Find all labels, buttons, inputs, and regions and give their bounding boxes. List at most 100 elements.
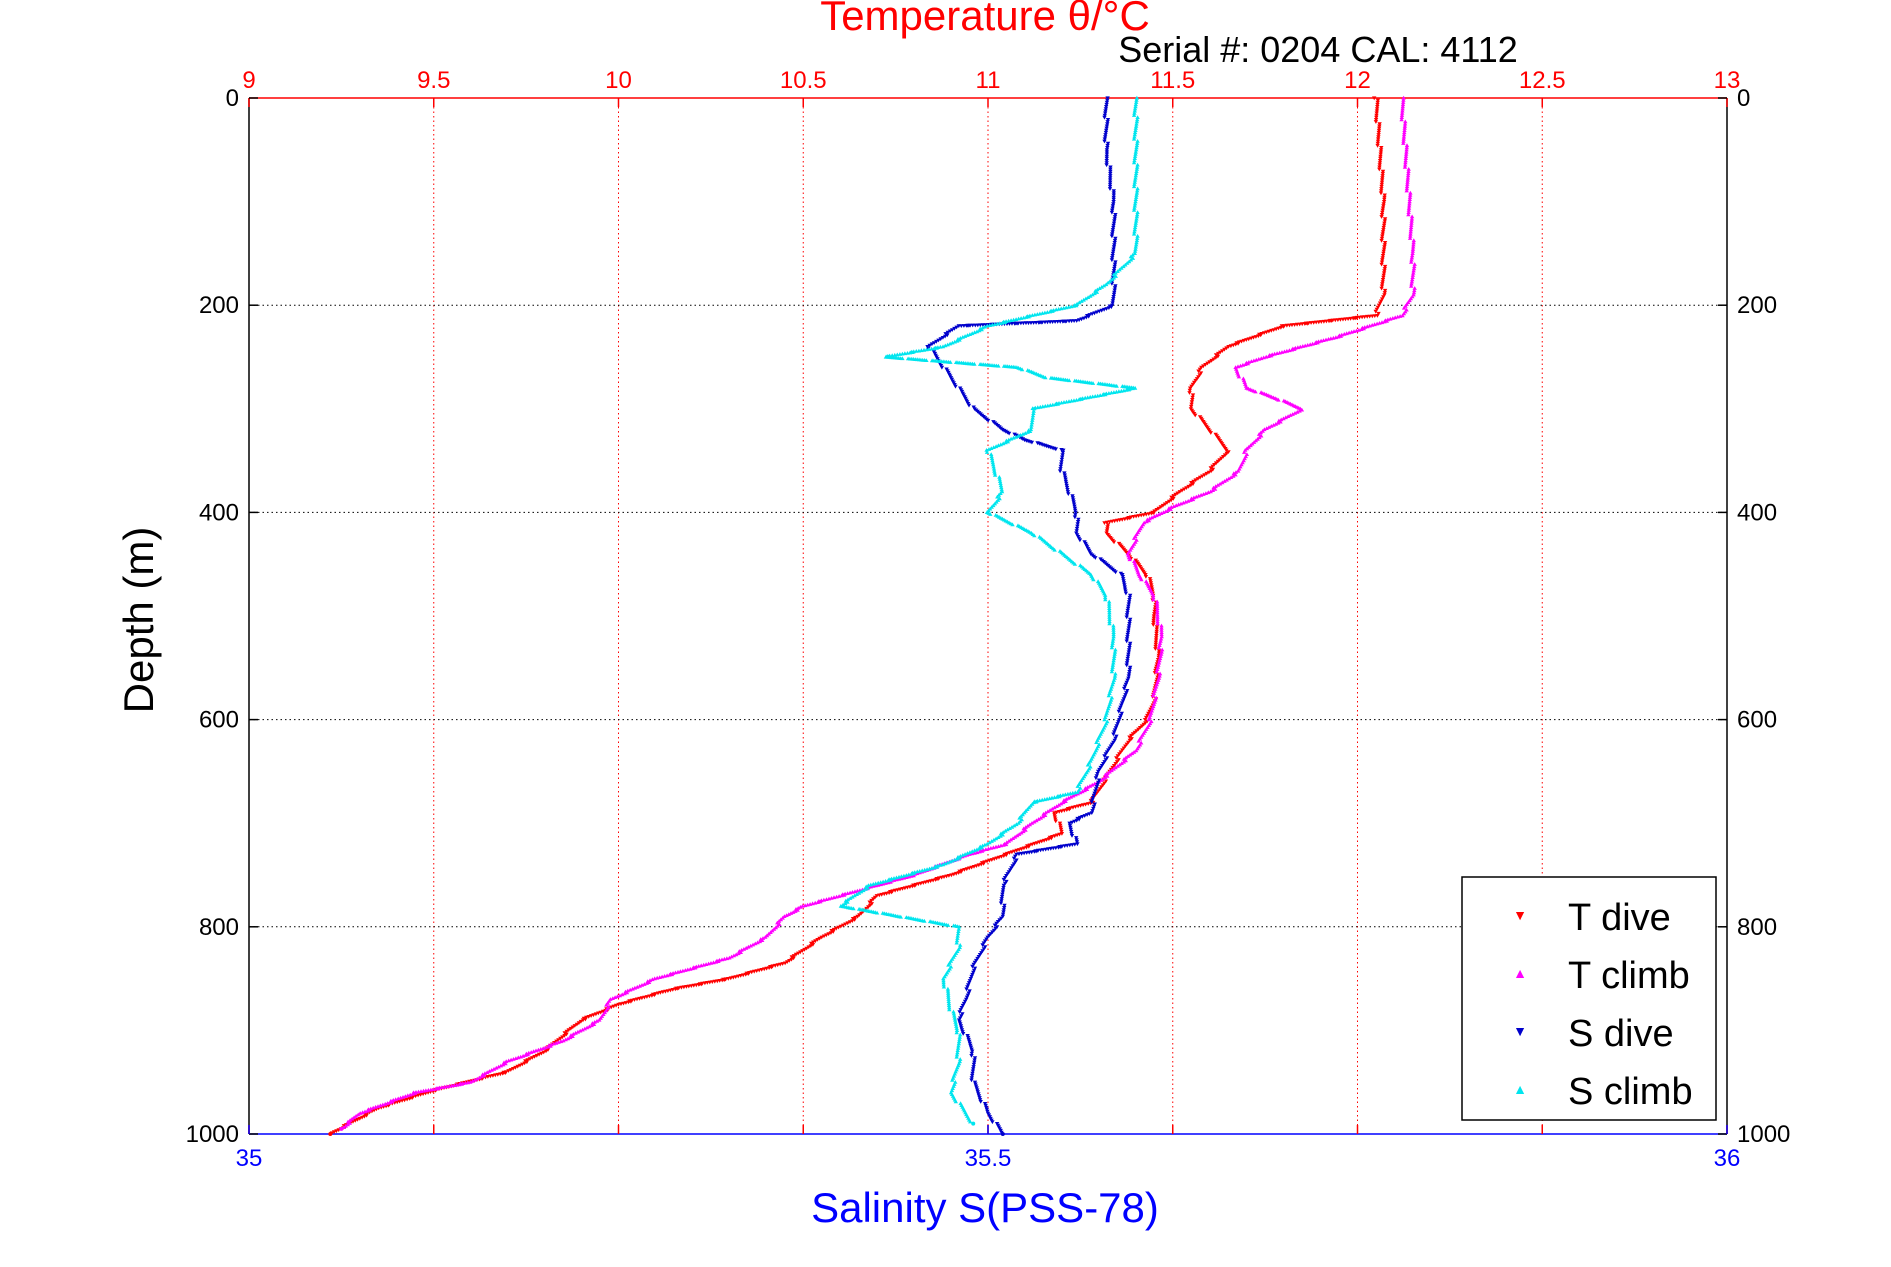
data-point	[515, 1064, 520, 1069]
data-point	[1134, 95, 1140, 100]
data-point	[788, 911, 794, 915]
data-point	[971, 1067, 976, 1072]
data-point	[1060, 455, 1065, 460]
data-point	[1005, 827, 1010, 832]
data-point	[1159, 628, 1164, 632]
data-point	[1378, 299, 1384, 304]
data-point	[1351, 329, 1357, 333]
data-point	[1128, 617, 1133, 622]
data-point	[813, 939, 818, 944]
data-point	[1053, 817, 1058, 822]
data-point	[954, 1054, 959, 1059]
data-point	[943, 861, 948, 866]
data-point	[989, 839, 994, 843]
data-point	[845, 900, 850, 904]
series-layer	[328, 95, 1417, 1136]
data-point	[929, 346, 934, 351]
data-point	[1384, 318, 1389, 323]
data-point	[1132, 110, 1137, 115]
data-point	[1077, 538, 1083, 543]
data-point	[1412, 264, 1417, 269]
data-point	[1378, 191, 1384, 196]
data-point	[1153, 642, 1158, 647]
data-point	[1079, 299, 1084, 303]
data-point	[1346, 330, 1352, 335]
data-point	[958, 1016, 963, 1021]
data-point	[969, 1054, 974, 1058]
data-point	[563, 1037, 568, 1042]
data-point	[1001, 908, 1006, 912]
data-point	[1095, 287, 1100, 292]
data-point	[1406, 169, 1411, 173]
data-point	[1135, 212, 1140, 217]
data-point	[1069, 398, 1074, 403]
data-point	[1377, 126, 1382, 131]
data-point	[1058, 467, 1063, 471]
data-point	[972, 330, 977, 335]
data-point	[1189, 404, 1194, 409]
data-point	[1377, 301, 1383, 306]
tick-label-temperature: 11.5	[1150, 67, 1195, 94]
data-point	[1093, 787, 1099, 791]
legend: ▼ T dive ▲ T climb ▼ S dive ▲ S climb	[1461, 876, 1717, 1121]
data-point	[786, 912, 791, 916]
data-point	[1123, 693, 1128, 697]
data-point	[1379, 180, 1385, 185]
data-point	[1190, 497, 1196, 502]
data-point	[1382, 217, 1388, 222]
data-point	[1110, 665, 1115, 669]
data-point	[1220, 480, 1225, 485]
data-point	[1401, 100, 1406, 104]
data-point	[1043, 375, 1048, 380]
data-point	[610, 996, 615, 1000]
data-point	[892, 352, 897, 357]
data-point	[1164, 501, 1170, 505]
data-point	[1146, 711, 1151, 716]
data-point	[1382, 241, 1388, 245]
data-point	[1111, 540, 1117, 545]
data-point	[957, 337, 962, 342]
data-point	[1380, 171, 1385, 176]
data-point	[1379, 187, 1384, 191]
data-point	[793, 909, 798, 913]
data-point	[853, 915, 858, 920]
data-point	[572, 1024, 577, 1028]
data-point	[999, 894, 1005, 899]
data-point	[1213, 356, 1218, 360]
data-point	[1290, 412, 1295, 416]
data-point	[1107, 614, 1112, 619]
data-point	[927, 866, 932, 871]
data-point	[523, 1053, 528, 1057]
data-point	[997, 477, 1002, 481]
data-point	[358, 1111, 363, 1115]
data-point	[866, 883, 871, 887]
data-point	[1074, 838, 1079, 842]
data-point	[1159, 623, 1164, 628]
data-point	[1399, 117, 1404, 122]
data-point	[1134, 171, 1139, 176]
data-point	[1120, 575, 1125, 579]
data-point	[848, 896, 853, 900]
data-point	[524, 1060, 530, 1065]
tick-label-depth-left: 200	[199, 292, 239, 319]
data-point	[367, 1108, 372, 1112]
data-point	[1374, 115, 1379, 120]
data-point	[1108, 171, 1113, 176]
data-point	[1009, 866, 1014, 871]
data-point	[979, 327, 984, 332]
data-point	[1404, 151, 1409, 156]
data-point	[1096, 769, 1101, 774]
data-point	[1148, 579, 1153, 583]
data-point	[1220, 349, 1225, 353]
data-point	[1156, 506, 1161, 511]
data-point	[960, 335, 965, 339]
legend-item-t-climb: ▲ T climb	[1513, 955, 1690, 997]
data-point	[1103, 135, 1108, 140]
tick-label-depth-right: 1000	[1737, 1121, 1790, 1148]
data-point	[1110, 643, 1115, 647]
data-point	[956, 929, 961, 933]
data-point	[1010, 836, 1016, 840]
data-point	[1408, 233, 1413, 238]
data-point	[1021, 829, 1026, 834]
data-point	[1112, 652, 1117, 656]
